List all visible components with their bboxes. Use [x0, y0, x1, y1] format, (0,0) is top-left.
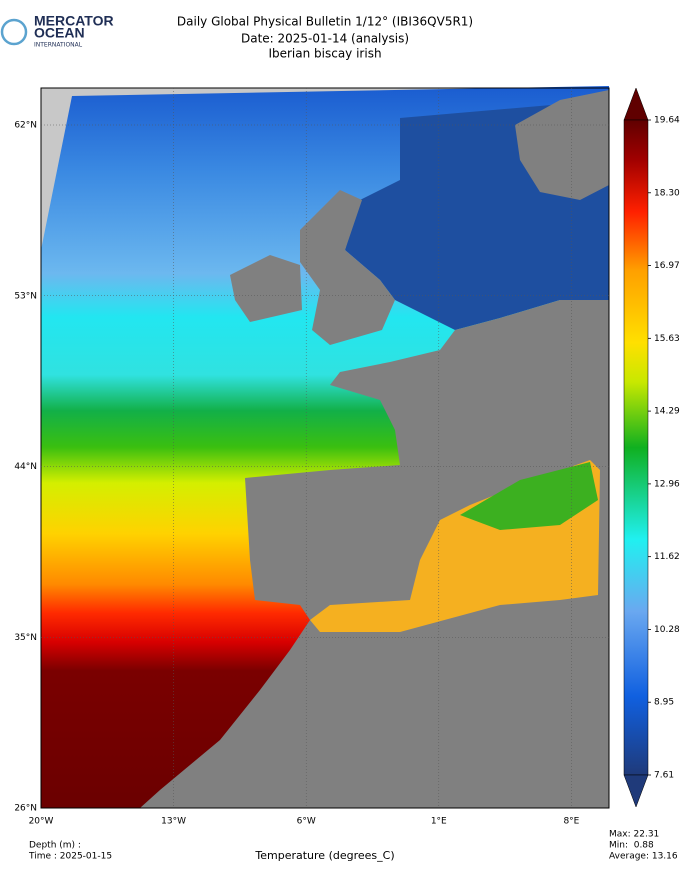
title: Daily Global Physical Bulletin 1/12° (IB… [177, 15, 473, 29]
colorbar-label: 7.61 [654, 771, 674, 781]
colorbar-label: 19.64 [654, 116, 680, 126]
colorbar-label: 15.63 [654, 334, 680, 344]
colorbar-label: 8.95 [654, 698, 674, 708]
region: Iberian biscay irish [268, 47, 381, 61]
colorbar-extend [623, 774, 649, 808]
colorbar-label: 16.97 [654, 261, 680, 271]
logo-icon [0, 18, 28, 46]
land [140, 300, 609, 808]
logo-text: OCEAN [34, 25, 85, 41]
land [230, 255, 302, 322]
map-frame [40, 87, 610, 809]
graticule: 62°N 53°N 44°N 35°N 26°N 20°W 13°W 6°W 1°E 8°E [14, 88, 609, 827]
land [515, 90, 609, 200]
lon-label: 1°E [431, 817, 447, 827]
lat-label: 44°N [14, 462, 37, 472]
lat-label: 35°N [14, 633, 37, 643]
lon-label: 6°W [297, 817, 316, 827]
lon-label: 20°W [29, 817, 54, 827]
date: Date: 2025-01-14 (analysis) [241, 32, 409, 46]
time: Time : 2025-01-15 [28, 852, 112, 862]
logo-text: MERCATOR [34, 13, 114, 29]
lon-label: 13°W [161, 817, 186, 827]
colorbar: 19.64 18.30 16.97 15.63 14.29 12.96 11.62 10.28… [623, 87, 680, 808]
lat-label: 26°N [14, 804, 37, 814]
logo: MERCATOR OCEAN INTERNATIONAL [0, 13, 114, 49]
variable: Temperature (degrees_C) [254, 849, 394, 862]
max: Max: 22.31 [609, 830, 659, 840]
map: 62°N 53°N 44°N 35°N 26°N 20°W 13°W 6°W 1°E 8°E [14, 86, 610, 827]
colorbar-label: 18.30 [654, 188, 680, 198]
lat-label: 62°N [14, 121, 37, 131]
lon-label: 8°E [563, 817, 579, 827]
average: Average: 13.16 [609, 852, 678, 862]
min: Min: 0.88 [609, 841, 654, 851]
logo-text: INTERNATIONAL [34, 42, 83, 49]
colorbar-label: 10.28 [654, 625, 680, 635]
colorbar-label: 12.96 [654, 479, 680, 489]
colorbar-label: 11.62 [654, 552, 680, 562]
mediterranean-cool [460, 462, 598, 530]
colorbar-bar [623, 119, 649, 776]
land [300, 190, 395, 345]
depth: Depth (m) : [29, 841, 81, 851]
colorbar-extend [623, 87, 649, 121]
lat-label: 53°N [14, 291, 37, 301]
colorbar-label: 14.29 [654, 407, 680, 417]
